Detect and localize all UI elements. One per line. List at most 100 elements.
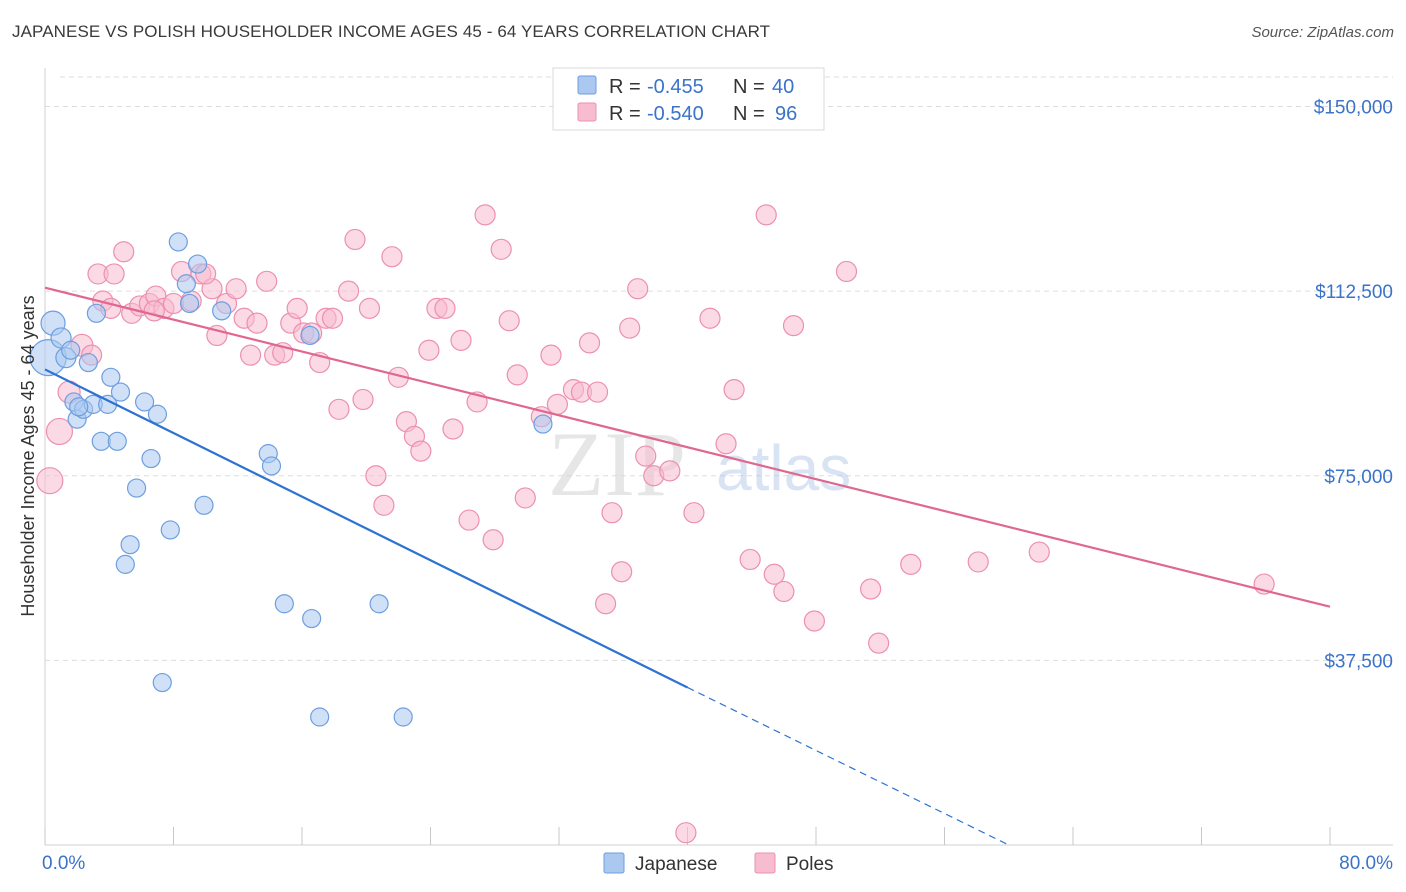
japanese-point-28 <box>212 301 232 321</box>
x-tick-label-min: 0.0% <box>42 853 85 874</box>
japanese-point-17 <box>120 535 140 555</box>
y-axis-label: Householder Income Ages 45 - 64 years <box>18 295 38 616</box>
poles-point-36 <box>328 398 350 420</box>
japanese-point-20 <box>141 448 161 469</box>
poles-point-43 <box>381 246 403 268</box>
poles-point-57 <box>490 238 512 260</box>
y-tick-label-2: $112,500 <box>1315 282 1393 303</box>
poles-point-81 <box>739 548 761 571</box>
poles-point-41 <box>365 465 387 487</box>
japanese-point-15 <box>110 382 131 402</box>
poles-point-55 <box>474 204 496 226</box>
poles-point-1 <box>45 417 74 446</box>
japanese-point-22 <box>160 520 180 540</box>
legend-frame <box>552 67 825 131</box>
legend-r-value-japanese: -0.455 <box>647 76 704 98</box>
japanese-point-35 <box>369 594 389 614</box>
poles-point-48 <box>418 339 440 361</box>
poles-point-60 <box>514 487 536 509</box>
poles-point-9 <box>113 241 135 263</box>
japanese-point-39 <box>69 397 89 417</box>
source-label: Source: ZipAtlas.com <box>1251 24 1394 41</box>
poles-point-90 <box>900 553 922 575</box>
legend-r-label-poles: R = <box>609 103 641 125</box>
japanese-point-13 <box>101 367 121 387</box>
bottom-legend-swatch-japanese <box>603 852 625 874</box>
japanese-point-34 <box>310 707 330 727</box>
axes-layer <box>44 68 1393 846</box>
poles-point-78 <box>699 307 721 329</box>
x-tick-label-max: 80.0% <box>1339 853 1393 874</box>
poles-point-77 <box>683 502 705 524</box>
poles-trend-line <box>44 286 1331 608</box>
japanese-point-21 <box>147 404 168 424</box>
poles-point-25 <box>246 312 268 334</box>
poles-point-59 <box>506 364 528 386</box>
poles-point-47 <box>410 440 432 462</box>
japanese-point-27 <box>194 495 214 515</box>
japanese-point-33 <box>302 608 322 629</box>
poles-point-56 <box>482 529 504 551</box>
poles-point-62 <box>540 344 562 366</box>
japanese-point-30 <box>261 456 282 476</box>
poles-point-80 <box>723 379 745 401</box>
poles-point-50 <box>434 297 456 319</box>
poles-point-76 <box>675 822 697 844</box>
poles-point-94 <box>143 300 165 322</box>
poles-point-8 <box>103 263 125 285</box>
japanese-point-31 <box>274 594 294 614</box>
japanese-point-26 <box>187 254 208 274</box>
poles-point-66 <box>578 332 601 354</box>
poles-point-22 <box>225 278 247 300</box>
poles-point-88 <box>860 578 882 600</box>
legend-box: R = -0.455 N = 40 R = -0.540 N = 96 <box>552 67 825 131</box>
japanese-point-23 <box>168 232 188 252</box>
poles-point-85 <box>782 315 805 337</box>
bottom-legend: Japanese Poles <box>603 852 834 875</box>
japanese-point-14 <box>107 431 127 451</box>
chart-title: JAPANESE VS POLISH HOUSEHOLDER INCOME AG… <box>12 22 771 41</box>
poles-point-38 <box>344 228 366 251</box>
poles-point-83 <box>763 563 785 585</box>
poles-point-52 <box>450 329 472 351</box>
japanese-point-37 <box>533 414 553 434</box>
legend-r-label-japanese: R = <box>609 76 641 98</box>
legend-n-value-poles: 96 <box>775 103 797 125</box>
poles-point-58 <box>498 310 520 332</box>
y-tick-labels: $37,500 $75,000 $112,500 $150,000 <box>1314 98 1393 673</box>
poles-point-73 <box>635 445 657 467</box>
japanese-point-36 <box>393 707 413 727</box>
poles-point-84 <box>773 580 795 603</box>
poles-point-86 <box>803 610 825 632</box>
poles-point-24 <box>240 344 262 366</box>
watermark-atlas: atlas <box>716 432 851 504</box>
trend-lines <box>44 286 1331 846</box>
poles-point-75 <box>659 460 681 482</box>
y-tick-label-0: $37,500 <box>1324 651 1393 672</box>
poles-point-30 <box>286 297 308 319</box>
japanese-point-19 <box>134 392 155 412</box>
poles-point-42 <box>373 494 395 516</box>
poles-point-53 <box>458 509 480 531</box>
poles-point-63 <box>546 393 568 415</box>
poles-points <box>36 204 1275 844</box>
watermark: ZIP atlas <box>548 413 851 515</box>
poles-point-87 <box>835 260 858 283</box>
poles-point-40 <box>358 297 381 319</box>
poles-point-70 <box>611 561 633 583</box>
bottom-legend-swatch-poles <box>754 852 776 874</box>
poles-point-37 <box>337 280 360 302</box>
poles-point-0 <box>36 467 64 495</box>
poles-point-35 <box>321 307 344 329</box>
poles-point-51 <box>442 418 464 440</box>
poles-point-26 <box>256 270 278 292</box>
legend-r-value-poles: -0.540 <box>647 103 704 125</box>
poles-point-69 <box>601 502 623 524</box>
japanese-point-10 <box>86 303 107 323</box>
japanese-trend-line <box>44 368 688 689</box>
bottom-legend-japanese: Japanese <box>635 854 717 875</box>
japanese-trend-extension <box>687 686 1010 846</box>
poles-point-92 <box>1028 541 1050 563</box>
japanese-point-38 <box>152 672 172 693</box>
